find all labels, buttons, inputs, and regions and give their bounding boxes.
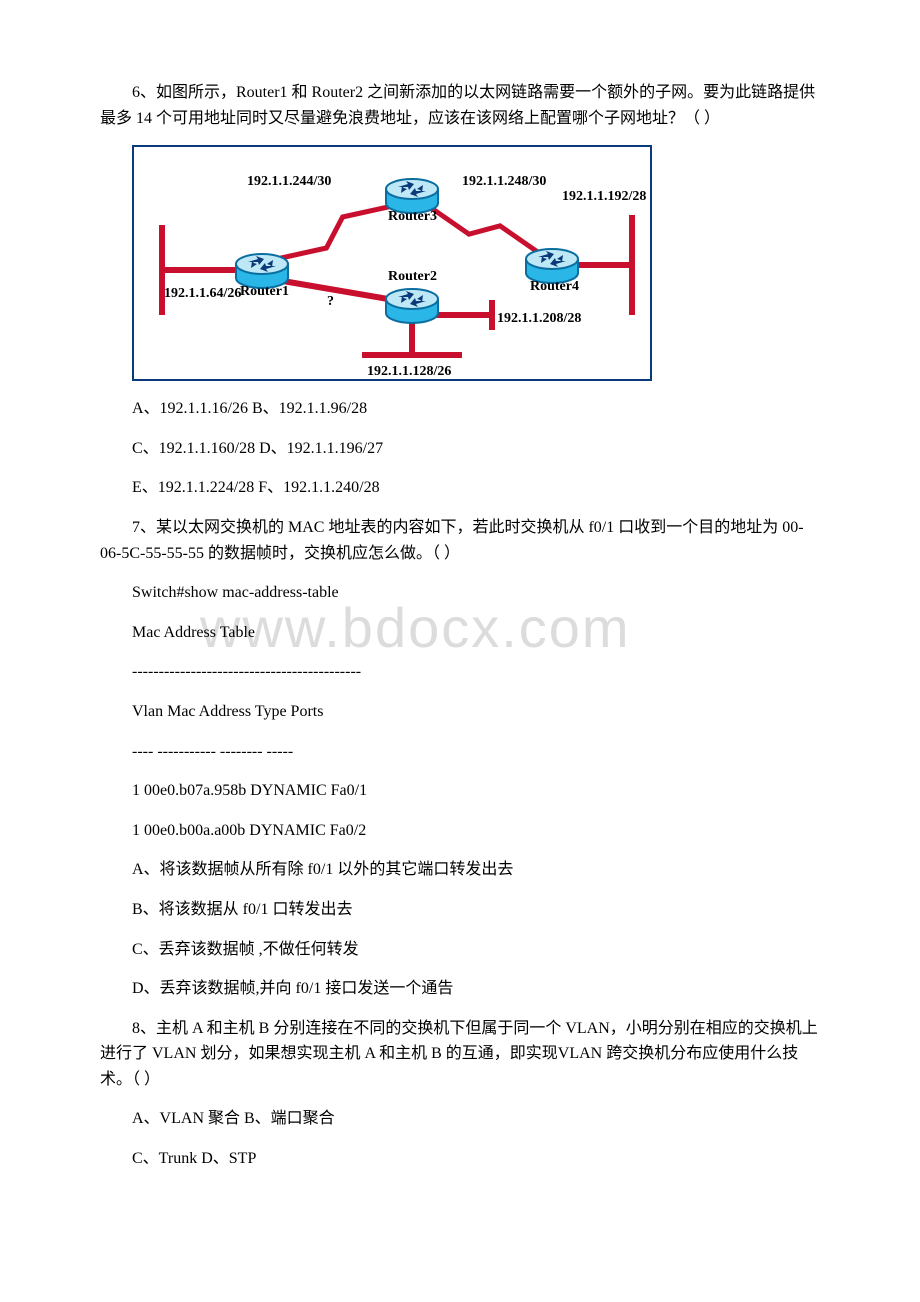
q6-text: 6、如图所示，Router1 和 Router2 之间新添加的以太网链路需要一个… (100, 80, 820, 131)
q7-title: Mac Address Table (100, 620, 820, 646)
q8-opt-cd: C、Trunk D、STP (100, 1146, 820, 1172)
q7-row1: 1 00e0.b07a.958b DYNAMIC Fa0/1 (100, 778, 820, 804)
q7-row2: 1 00e0.b00a.a00b DYNAMIC Fa0/2 (100, 818, 820, 844)
svg-text:192.1.1.192/28: 192.1.1.192/28 (562, 189, 646, 204)
svg-text:Router1: Router1 (240, 284, 289, 299)
q7-text: 7、某以太网交换机的 MAC 地址表的内容如下，若此时交换机从 f0/1 口收到… (100, 515, 820, 566)
q7-opt-a: A、将该数据帧从所有除 f0/1 以外的其它端口转发出去 (100, 857, 820, 883)
q7-header: Vlan Mac Address Type Ports (100, 699, 820, 725)
q7-opt-c: C、丢弃该数据帧 ,不做任何转发 (100, 937, 820, 963)
network-diagram: 192.1.1.244/30 192.1.1.248/30 192.1.1.192/… (132, 145, 820, 386)
q7-cmd: Switch#show mac-address-table (100, 580, 820, 606)
q7-sep2: ---- ----------- -------- ----- (100, 739, 820, 765)
svg-text:Router3: Router3 (388, 209, 437, 224)
svg-text:192.1.1.244/30: 192.1.1.244/30 (247, 174, 331, 189)
q8-opt-ab: A、VLAN 聚合 B、端口聚合 (100, 1106, 820, 1132)
q6-opt-ef: E、192.1.1.224/28 F、192.1.1.240/28 (100, 475, 820, 501)
svg-text:Router2: Router2 (388, 269, 437, 284)
q7-opt-d: D、丢弃该数据帧,并向 f0/1 接口发送一个通告 (100, 976, 820, 1002)
q8-text: 8、主机 A 和主机 B 分别连接在不同的交换机下但属于同一个 VLAN，小明分… (100, 1016, 820, 1093)
svg-text:?: ? (327, 294, 334, 309)
q7-sep1: ----------------------------------------… (100, 659, 820, 685)
svg-text:192.1.1.64/26: 192.1.1.64/26 (164, 286, 241, 301)
q7-opt-b: B、将该数据从 f0/1 口转发出去 (100, 897, 820, 923)
svg-text:192.1.1.208/28: 192.1.1.208/28 (497, 311, 581, 326)
svg-text:192.1.1.128/26: 192.1.1.128/26 (367, 364, 451, 379)
svg-text:192.1.1.248/30: 192.1.1.248/30 (462, 174, 546, 189)
svg-text:Router4: Router4 (530, 279, 579, 294)
q6-opt-ab: A、192.1.1.16/26 B、192.1.1.96/28 (100, 396, 820, 422)
q6-opt-cd: C、192.1.1.160/28 D、192.1.1.196/27 (100, 436, 820, 462)
